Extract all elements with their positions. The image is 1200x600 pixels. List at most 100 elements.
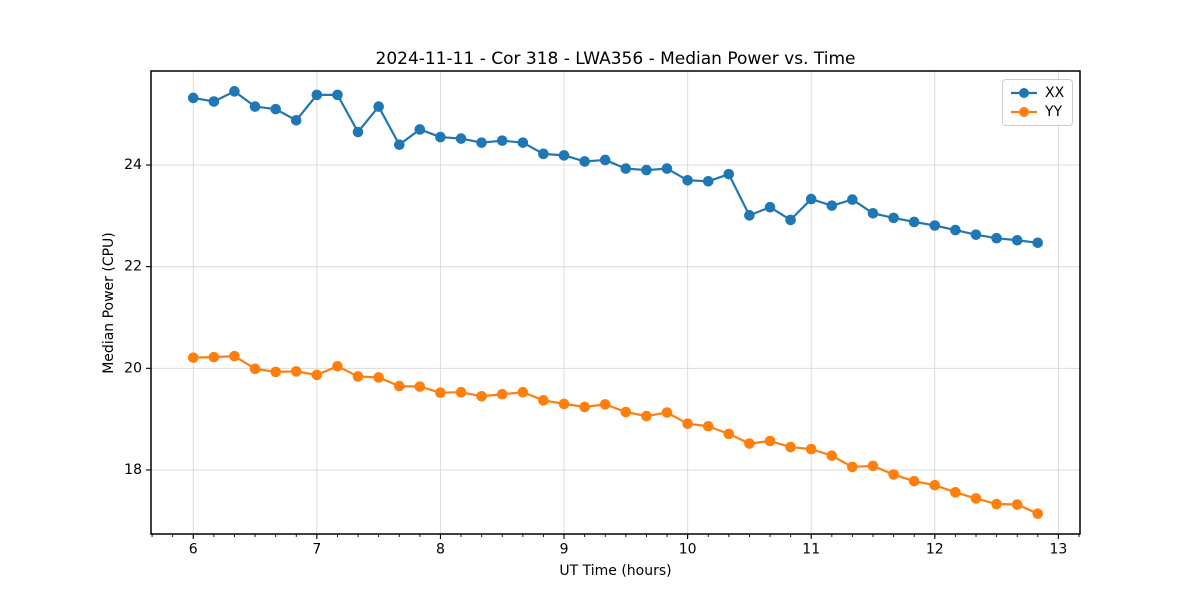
series-YY-point <box>558 398 570 410</box>
series-YY-point <box>929 479 941 491</box>
series-YY-line <box>192 355 1039 515</box>
x-tick-label: 10 <box>679 542 697 558</box>
series-YY-point <box>270 366 281 378</box>
y-tick-label: 20 <box>124 360 142 376</box>
series-YY-point <box>723 428 735 440</box>
y-tick-label: 22 <box>124 259 142 275</box>
legend-label-yy: YY <box>1045 104 1063 120</box>
series-YY-point <box>847 461 858 473</box>
x-tick-label: 7 <box>312 542 321 558</box>
series-YY-point <box>970 493 982 504</box>
series-YY-point <box>764 435 776 447</box>
series-XX-point <box>373 101 384 112</box>
series-YY-point <box>496 388 508 400</box>
series-YY-point <box>599 399 611 410</box>
series-XX-point <box>558 150 570 161</box>
series-XX-point <box>187 92 199 104</box>
series-YY-point <box>332 360 343 372</box>
series-YY-point <box>373 372 384 383</box>
series-YY-point <box>785 441 796 453</box>
series-XX-point <box>1011 234 1023 246</box>
legend: XX YY <box>1002 79 1074 126</box>
series-YY-point <box>867 460 879 472</box>
x-axis-label: UT Time (hours) <box>559 563 672 579</box>
series-XX-point <box>805 193 817 205</box>
series-XX-point <box>620 163 632 174</box>
series-YY-point <box>826 450 838 462</box>
series-XX-point <box>311 89 323 101</box>
series-YY-point <box>620 406 632 418</box>
x-tick-label: 9 <box>560 542 569 558</box>
series-XX-point <box>970 229 982 240</box>
series-XX-point <box>517 137 529 148</box>
series-YY-point <box>908 475 920 487</box>
series-YY-point <box>1011 499 1023 510</box>
series-XX-point <box>455 133 467 144</box>
chart-title: 2024-11-11 - Cor 318 - LWA356 - Median P… <box>375 49 856 69</box>
y-tick-label: 24 <box>124 157 142 173</box>
series-YY-point <box>208 351 220 363</box>
series-YY-point <box>229 350 240 362</box>
series-YY-point <box>393 380 405 392</box>
legend-swatch-yy-icon <box>1011 107 1037 117</box>
series-XX-point <box>682 174 693 186</box>
series-XX-point <box>702 175 714 187</box>
series-XX-point <box>888 212 899 224</box>
series-YY-point <box>579 401 590 413</box>
series-XX-point <box>270 103 281 115</box>
series-YY-point <box>352 371 364 382</box>
series-YY-point <box>1032 508 1044 519</box>
series-XX-point <box>476 137 487 148</box>
series-XX-point <box>208 96 220 107</box>
series-XX-point <box>847 194 858 205</box>
x-tick-label: 13 <box>1049 542 1067 558</box>
series-YY-point <box>805 443 817 455</box>
series-YY-point <box>641 410 652 422</box>
series-YY-point <box>187 352 199 363</box>
legend-swatch-xx-icon <box>1011 88 1037 98</box>
series-XX-point <box>785 214 796 226</box>
x-tick-label: 6 <box>189 542 198 558</box>
y-tick-label: 18 <box>124 462 142 478</box>
series-YY-point <box>682 418 693 430</box>
series-YY-point <box>435 387 446 399</box>
series-XX-point <box>661 163 673 174</box>
series-XX-point <box>599 154 611 166</box>
series-YY-point <box>950 487 961 498</box>
series-YY-point <box>702 420 714 432</box>
series-XX-point <box>1032 237 1044 249</box>
series-XX-point <box>435 131 446 143</box>
x-tick-label: 11 <box>802 542 820 558</box>
series-XX-point <box>641 164 652 176</box>
series-XX-point <box>538 148 549 160</box>
series-YY-point <box>517 386 529 398</box>
series-YY-point <box>414 381 426 392</box>
series-XX-point <box>950 224 961 236</box>
legend-label-xx: XX <box>1045 85 1065 101</box>
series-XX-point <box>229 86 240 97</box>
series-YY-point <box>744 438 755 449</box>
series-YY-point <box>991 498 1002 510</box>
series-YY-point <box>888 469 899 480</box>
series-XX-point <box>826 200 838 211</box>
series-XX-point <box>723 168 735 180</box>
series-YY-point <box>311 369 323 381</box>
series-XX-point <box>393 139 405 150</box>
series-YY-point <box>290 366 302 377</box>
series-XX-point <box>929 220 941 231</box>
x-tick-label: 12 <box>926 542 944 558</box>
series-XX-point <box>249 101 261 112</box>
series-XX-point <box>414 124 426 135</box>
series-YY-point <box>455 386 467 398</box>
series-YY-point <box>538 395 549 406</box>
series-XX-point <box>496 135 508 146</box>
series-XX-point <box>744 210 755 221</box>
series-YY-point <box>661 407 673 418</box>
series-XX-point <box>332 89 343 101</box>
series-XX-point <box>352 126 364 138</box>
series-YY-point <box>476 390 487 402</box>
series-XX-point <box>579 156 590 167</box>
x-tick-label: 8 <box>436 542 445 558</box>
series-XX-point <box>290 114 302 126</box>
